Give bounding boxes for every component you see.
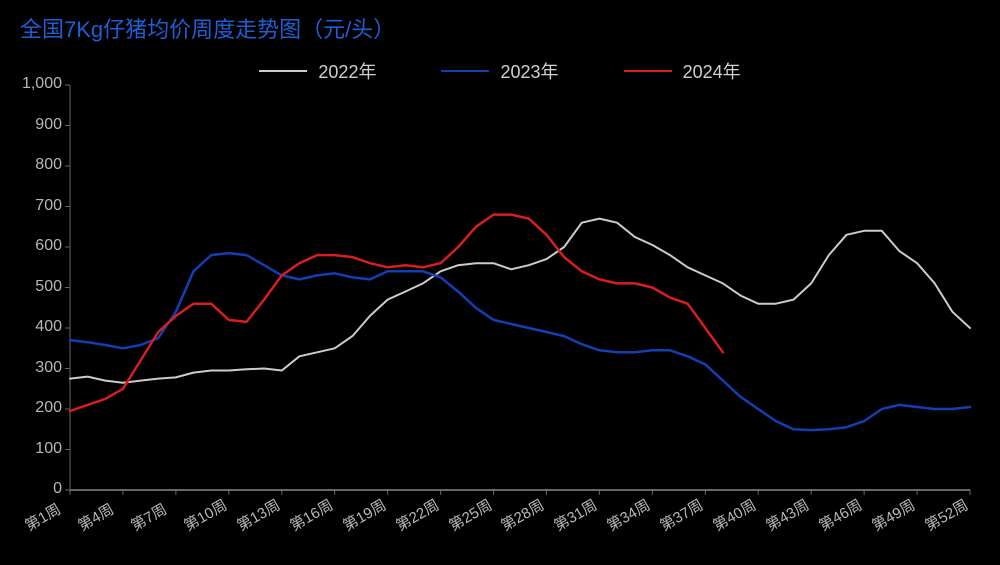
series-line [70, 253, 970, 430]
axes [65, 85, 970, 495]
series-lines [70, 215, 970, 431]
line-chart: 全国7Kg仔猪均价周度走势图（元/头） 2022年 2023年 2024年 01… [0, 0, 1000, 565]
plot-svg [0, 0, 1000, 565]
series-line [70, 215, 723, 411]
series-line [70, 219, 970, 383]
